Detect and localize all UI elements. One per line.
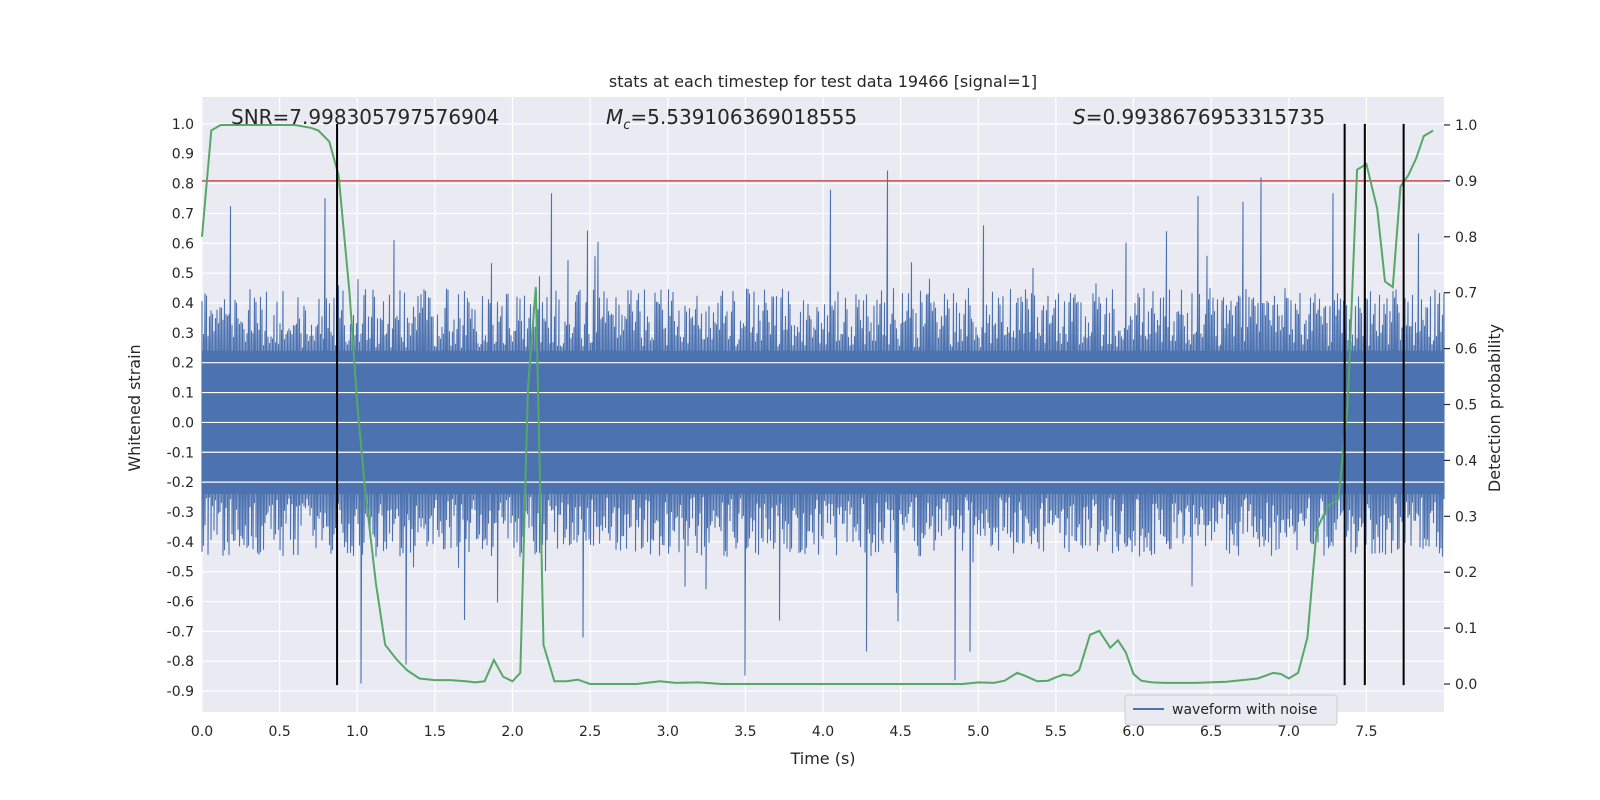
x-tick-label: 1.5 xyxy=(424,724,446,740)
right-y-tick-label: 0.2 xyxy=(1455,565,1477,581)
y-tick-label: -0.3 xyxy=(167,505,194,521)
chirp-mass-annotation: Mc=5.539106369018555 xyxy=(606,105,857,133)
x-tick-label: 0.5 xyxy=(268,724,290,740)
s-value: =0.9938676953315735 xyxy=(1086,105,1325,129)
y-tick-label: -0.7 xyxy=(167,624,194,640)
chirp-mass-subscript: c xyxy=(623,118,630,133)
y-tick-label: -0.6 xyxy=(167,595,194,611)
s-annotation: S=0.9938676953315735 xyxy=(1073,105,1325,129)
y-tick-label: 0.2 xyxy=(172,356,194,372)
x-tick-label: 5.5 xyxy=(1045,724,1067,740)
x-tick-label: 0.0 xyxy=(191,724,213,740)
x-tick-label: 1.0 xyxy=(346,724,368,740)
y-tick-label: 0.1 xyxy=(172,386,194,402)
s-symbol: S xyxy=(1073,105,1086,129)
y-tick-label: 0.7 xyxy=(172,206,194,222)
y-axis-label: Whitened strain xyxy=(125,344,144,471)
y-axis-ticks: 1.0 0.9 0.8 0.7 0.6 0.5 0.4 0.3 0.2 0.1 0.0 -0.1 -0.… xyxy=(167,117,194,700)
y-tick-label: -0.9 xyxy=(167,684,194,700)
right-y-axis-label: Detection probability xyxy=(1485,324,1504,492)
right-y-tick-label: 0.8 xyxy=(1455,230,1477,246)
y-tick-label: 0.0 xyxy=(172,415,194,431)
right-y-tick-label: 0.0 xyxy=(1455,677,1477,693)
y-tick-label: 0.9 xyxy=(172,147,194,163)
x-tick-label: 6.0 xyxy=(1122,724,1144,740)
x-tick-label: 7.0 xyxy=(1278,724,1300,740)
y-tick-label: -0.1 xyxy=(167,445,194,461)
x-axis-label: Time (s) xyxy=(789,749,855,768)
right-y-axis-ticks: 1.0 0.9 0.8 0.7 0.6 0.5 0.4 0.3 0.2 0.1 0.0 xyxy=(1444,118,1477,693)
legend-box xyxy=(1124,694,1338,726)
legend: waveform with noise xyxy=(1124,694,1338,726)
y-tick-label: 0.5 xyxy=(172,266,194,282)
x-tick-label: 4.0 xyxy=(812,724,834,740)
x-tick-label: 2.0 xyxy=(501,724,523,740)
y-tick-label: -0.8 xyxy=(167,654,194,670)
x-tick-label: 7.5 xyxy=(1355,724,1377,740)
y-tick-label: 0.3 xyxy=(172,326,194,342)
strain-series xyxy=(201,170,1445,684)
right-y-tick-label: 0.5 xyxy=(1455,398,1477,414)
chirp-mass-symbol: M xyxy=(606,105,623,129)
chart-title: stats at each timestep for test data 194… xyxy=(609,72,1037,91)
probability-series xyxy=(201,124,1434,685)
right-y-tick-label: 0.1 xyxy=(1455,621,1477,637)
chirp-mass-value: =5.539106369018555 xyxy=(630,105,857,129)
legend-label: waveform with noise xyxy=(1172,702,1317,718)
event-marker-lines xyxy=(336,123,1405,686)
y-tick-label: 1.0 xyxy=(172,117,194,133)
probability-line xyxy=(201,124,1434,685)
x-tick-label: 4.5 xyxy=(889,724,911,740)
x-tick-label: 5.0 xyxy=(967,724,989,740)
right-y-tick-label: 0.4 xyxy=(1455,453,1477,469)
x-tick-label: 3.5 xyxy=(734,724,756,740)
right-y-tick-label: 0.9 xyxy=(1455,174,1477,190)
y-tick-label: -0.5 xyxy=(167,565,194,581)
right-y-tick-label: 0.6 xyxy=(1455,342,1477,358)
x-tick-label: 2.5 xyxy=(579,724,601,740)
snr-annotation: SNR=7.998305797576904 xyxy=(231,105,499,129)
x-tick-label: 6.5 xyxy=(1200,724,1222,740)
y-tick-label: -0.4 xyxy=(167,535,194,551)
right-y-tick-label: 0.3 xyxy=(1455,509,1477,525)
x-tick-label: 3.0 xyxy=(657,724,679,740)
x-axis-ticks: 0.0 0.5 1.0 1.5 2.0 2.5 3.0 3.5 4.0 4.5 5.0 5.5 6.0 6… xyxy=(191,724,1378,740)
y-tick-label: 0.6 xyxy=(172,236,194,252)
right-y-tick-label: 1.0 xyxy=(1455,118,1477,134)
y-tick-label: 0.8 xyxy=(172,177,194,193)
right-y-tick-label: 0.7 xyxy=(1455,286,1477,302)
y-tick-label: 0.4 xyxy=(172,296,194,312)
y-tick-label: -0.2 xyxy=(167,475,194,491)
